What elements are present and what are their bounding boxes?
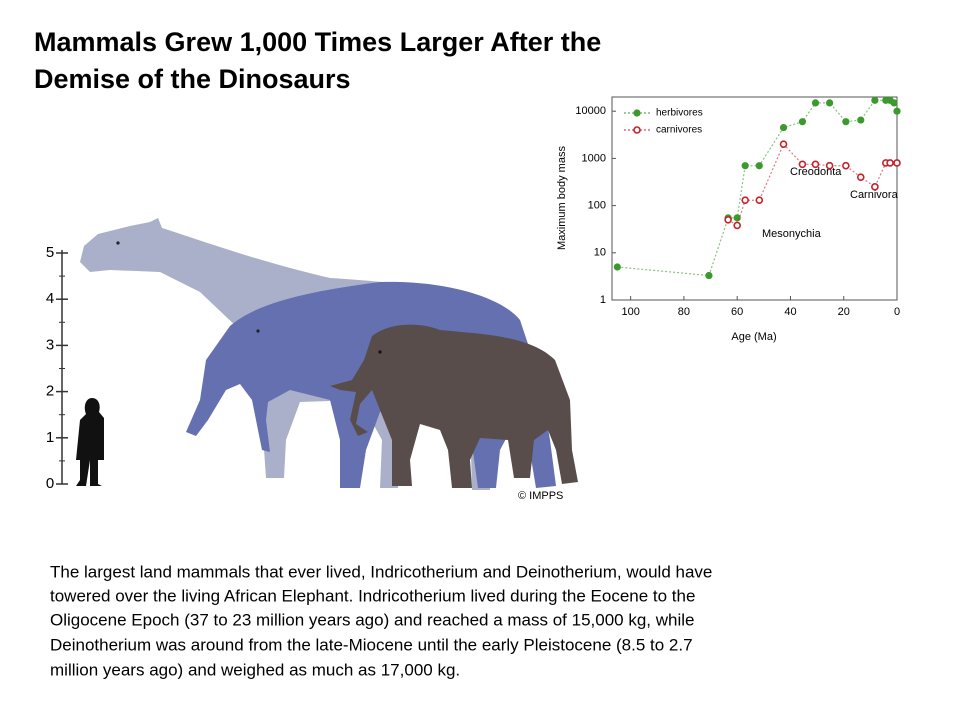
point	[871, 183, 879, 191]
x-tick-label: 80	[678, 306, 690, 318]
body-line: The largest land mammals that ever lived…	[50, 562, 712, 581]
point	[811, 99, 820, 107]
legend-label: herbivores	[656, 108, 703, 119]
point	[798, 160, 807, 169]
body-line: Oligocene Epoch (37 to 23 million years …	[50, 610, 695, 629]
eye	[256, 329, 260, 333]
chart: Age (Ma) Maximum body mass Mesonychia Cr…	[556, 96, 901, 343]
annotation: Carnivora	[850, 189, 899, 201]
point	[733, 214, 741, 222]
legend-marker	[633, 126, 641, 134]
point	[842, 118, 850, 126]
x-tick-label: 0	[894, 306, 900, 318]
point	[890, 99, 898, 107]
credit: © IMPPS	[518, 490, 563, 502]
scale: 0 1 2 3 4 5	[46, 244, 68, 492]
title-line: Demise of the Dinosaurs	[34, 64, 351, 94]
point	[825, 161, 834, 170]
point	[826, 99, 834, 107]
point	[733, 221, 741, 230]
x-axis-label: Age (Ma)	[731, 331, 776, 343]
point	[741, 162, 749, 170]
series-line	[727, 143, 897, 227]
legend-label: carnivores	[656, 125, 702, 136]
point	[798, 118, 807, 126]
point	[705, 271, 713, 280]
y-tick-label: 1	[600, 294, 606, 306]
plot-frame	[611, 96, 898, 301]
y-axis-label: Maximum body mass	[556, 146, 568, 250]
african-elephant	[330, 324, 578, 488]
point	[886, 159, 894, 167]
y-tick-label: 10000	[575, 105, 606, 117]
scale-label: 1	[46, 429, 54, 446]
point	[871, 96, 879, 104]
scale-label: 3	[46, 336, 54, 353]
point	[857, 116, 865, 124]
scale-label: 0	[46, 475, 54, 492]
point	[893, 107, 901, 115]
body-line: Deinotherium was around from the late-Mi…	[50, 635, 693, 654]
point	[811, 160, 820, 169]
human	[76, 398, 104, 486]
y-tick-label: 100	[588, 200, 606, 212]
point	[893, 159, 901, 167]
point	[856, 173, 865, 181]
scale-label: 2	[46, 383, 54, 400]
scale-label: 4	[46, 290, 54, 307]
title-line: Mammals Grew 1,000 Times Larger After th…	[34, 27, 601, 57]
illustration: 0 1 2 3 4 5 © IMPPS	[46, 218, 578, 502]
x-tick-label: 20	[838, 306, 850, 318]
point	[842, 161, 850, 170]
point	[724, 216, 732, 224]
body-line: towered over the living African Elephant…	[50, 586, 695, 605]
point	[741, 196, 749, 205]
y-tick-label: 10	[594, 247, 606, 259]
eye	[378, 350, 382, 354]
point	[779, 123, 788, 132]
point	[613, 263, 621, 271]
point	[755, 162, 763, 170]
point	[755, 196, 764, 205]
legend-marker	[633, 109, 641, 117]
y-tick-label: 1000	[582, 152, 606, 164]
x-tick-label: 60	[731, 306, 743, 318]
annotation: Mesonychia	[762, 228, 822, 240]
x-tick-label: 40	[784, 306, 796, 318]
x-tick-label: 100	[621, 306, 639, 318]
scale-label: 5	[46, 244, 54, 261]
body-line: million years ago) and weighed as much a…	[50, 660, 460, 679]
point	[779, 140, 788, 148]
eye	[116, 241, 120, 245]
